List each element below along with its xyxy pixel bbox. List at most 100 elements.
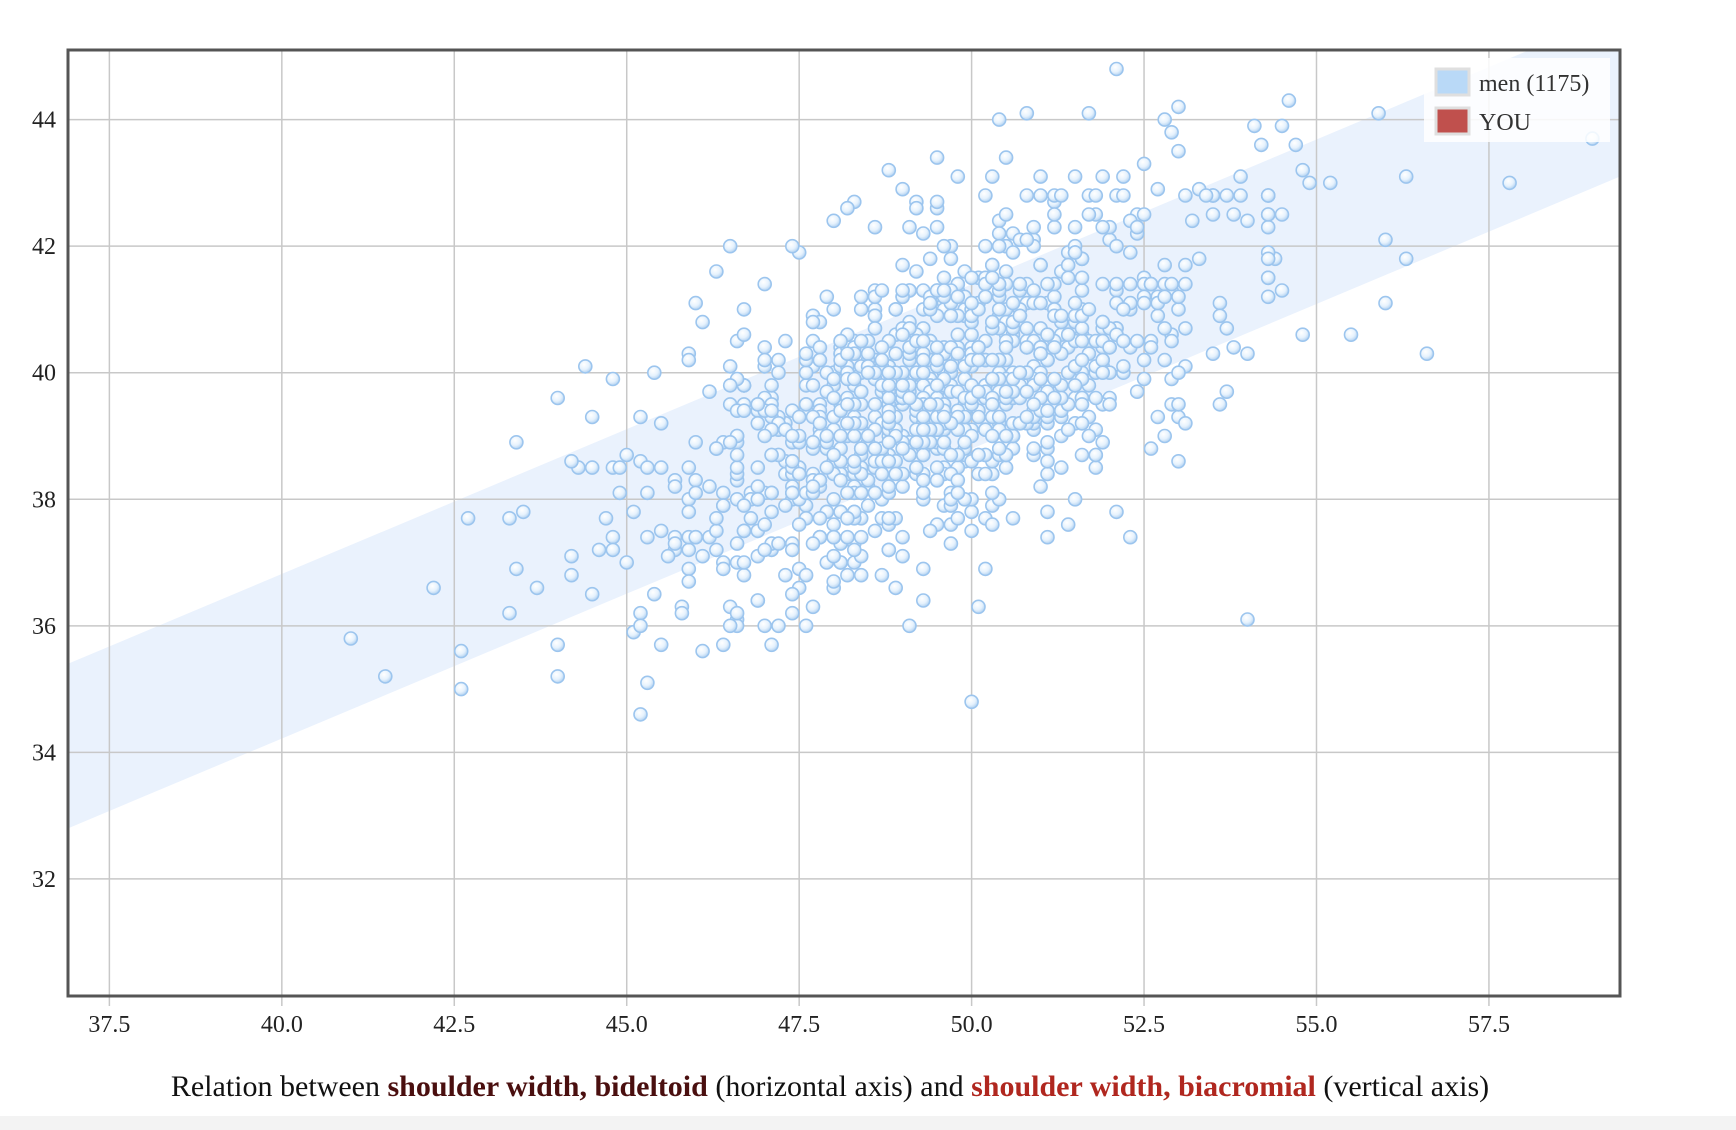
data-point [984, 169, 1000, 184]
data-point [874, 340, 890, 355]
data-point [1074, 321, 1090, 336]
data-point [1123, 529, 1138, 545]
data-point [805, 599, 821, 615]
data-point [1123, 245, 1138, 260]
data-point [922, 295, 938, 311]
data-point [757, 276, 773, 292]
data-point [929, 352, 945, 368]
data-point [991, 441, 1007, 456]
data-point [1102, 340, 1117, 355]
data-point [515, 504, 531, 520]
data-point [1198, 188, 1214, 203]
data-point [626, 504, 641, 520]
data-point [881, 434, 897, 450]
data-point [915, 226, 931, 241]
data-point [784, 238, 800, 254]
data-point [929, 378, 945, 393]
page-bottom-bar [0, 1116, 1736, 1130]
data-point [978, 466, 993, 482]
data-point [936, 270, 952, 286]
data-point [895, 548, 910, 564]
data-point [853, 441, 869, 456]
data-point [833, 333, 848, 349]
data-point [1260, 270, 1276, 286]
data-point [784, 428, 800, 444]
data-point [1143, 340, 1159, 355]
data-point [1088, 188, 1104, 203]
data-point [1019, 188, 1035, 203]
y-tick-label: 38 [32, 487, 56, 513]
data-point [653, 460, 669, 475]
data-point [867, 397, 883, 412]
data-point [640, 529, 655, 545]
data-point [564, 567, 579, 583]
data-point [840, 510, 855, 526]
data-point [1212, 397, 1228, 412]
data-point [509, 561, 524, 577]
data-point [736, 327, 752, 343]
data-point [743, 510, 759, 526]
data-point [598, 510, 614, 526]
data-point [771, 352, 786, 368]
data-point [1005, 510, 1021, 526]
data-point [1219, 384, 1235, 400]
data-point [867, 523, 883, 539]
data-point [502, 510, 517, 526]
data-point [978, 289, 993, 305]
data-point [915, 365, 931, 381]
caption-x-variable[interactable]: shoulder width, bideltoid [387, 1070, 708, 1103]
caption-y-variable[interactable]: shoulder width, biacromial [971, 1070, 1316, 1103]
data-point [750, 397, 766, 412]
data-point [998, 460, 1014, 475]
data-point [1398, 169, 1414, 184]
caption-x-suffix: (horizontal axis) and [715, 1070, 964, 1103]
data-points [343, 61, 1600, 722]
x-tick-label: 47.5 [778, 1012, 820, 1038]
data-point [681, 542, 697, 558]
data-point [1295, 162, 1310, 178]
data-point [1178, 276, 1193, 292]
data-point [826, 390, 842, 406]
data-point [1047, 207, 1062, 222]
data-point [736, 498, 752, 513]
data-point [984, 428, 1000, 444]
data-point [1260, 207, 1276, 222]
data-point [764, 447, 779, 463]
data-point [909, 200, 924, 216]
data-point [1109, 61, 1124, 77]
data-point [1157, 321, 1172, 336]
data-point [1109, 238, 1124, 254]
data-point [1171, 453, 1186, 469]
data-point [936, 283, 952, 298]
data-point [853, 289, 869, 305]
data-point [922, 397, 938, 412]
x-tick-label: 40.0 [261, 1012, 303, 1038]
data-point [1116, 188, 1131, 203]
data-point [1060, 517, 1076, 532]
data-point [1171, 99, 1186, 115]
x-axis-ticks: 37.5 40.0 42.5 45.0 47.5 50.0 52.5 55.0 57.5 [88, 1012, 1510, 1038]
data-point [778, 498, 793, 513]
data-point [1178, 257, 1193, 273]
data-point [833, 472, 848, 488]
data-point [584, 409, 600, 425]
data-point [1040, 434, 1055, 450]
data-point [453, 643, 469, 659]
data-point [764, 637, 779, 653]
data-point [695, 548, 710, 564]
data-point [1219, 321, 1235, 336]
data-point [771, 365, 786, 381]
data-point [1116, 333, 1131, 349]
data-point [895, 529, 910, 545]
data-point [971, 409, 986, 425]
data-point [895, 327, 910, 343]
data-point [1143, 441, 1159, 456]
data-point [695, 643, 710, 659]
data-point [1171, 302, 1186, 317]
data-point [1033, 479, 1048, 494]
data-point [715, 561, 731, 577]
data-point [1378, 295, 1393, 311]
data-point [1274, 207, 1290, 222]
data-point [529, 580, 545, 596]
data-point [1019, 409, 1035, 425]
